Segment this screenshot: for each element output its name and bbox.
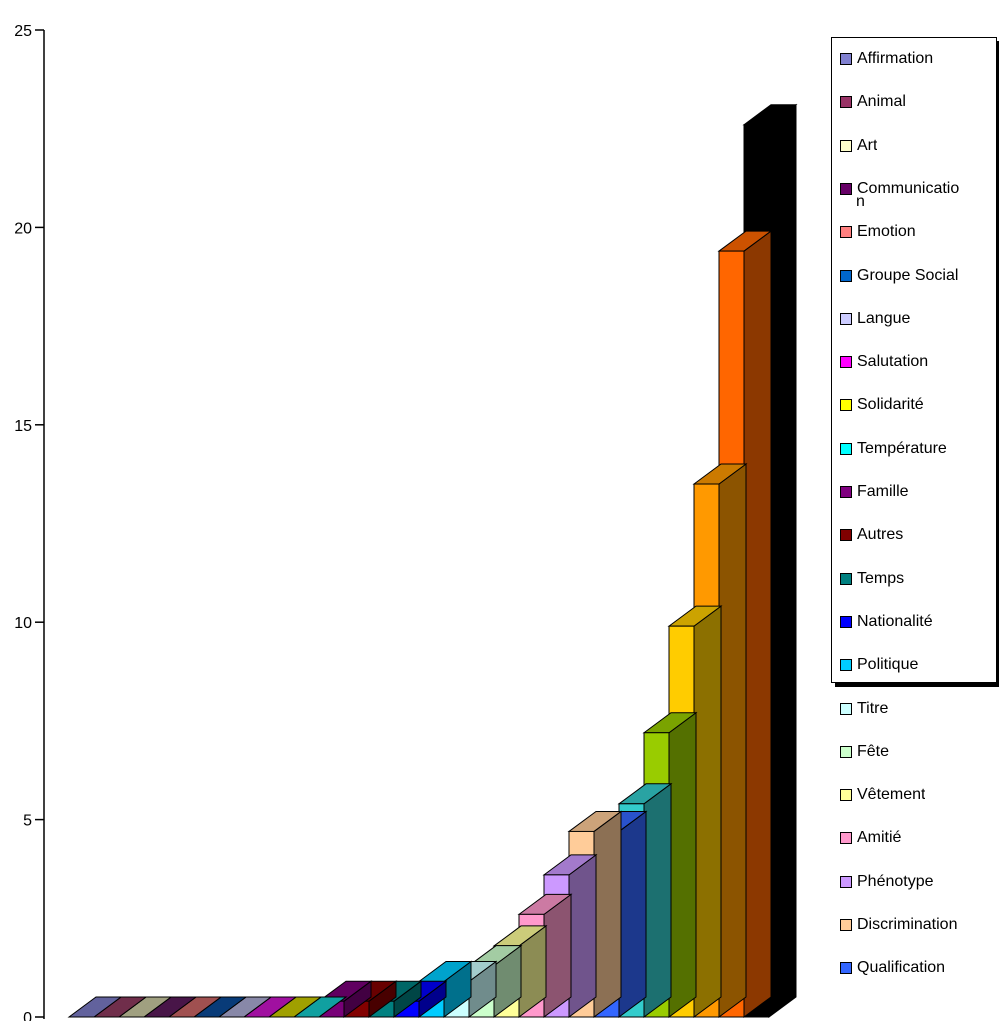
legend-item: Discrimination (840, 916, 998, 934)
legend-swatch (840, 53, 852, 65)
legend-swatch (840, 182, 852, 195)
y-tick-label: 5 (23, 813, 32, 830)
legend-swatch (840, 832, 852, 845)
bar-side (618, 810, 647, 1018)
legend-swatch (840, 226, 852, 239)
y-axis: 0 5 10 15 20 25 (14, 23, 45, 1021)
y-tick-label: 20 (14, 220, 32, 237)
bar-side (593, 810, 622, 1018)
legend-swatch (840, 399, 852, 412)
legend-item: Amitié (840, 829, 998, 847)
legend-swatch (840, 962, 852, 975)
legend-item: Temps (840, 570, 998, 588)
legend-swatch (840, 659, 852, 672)
legend-item: Température (840, 440, 998, 458)
legend-label: Famille (857, 483, 909, 500)
legend-label: Politique (857, 656, 919, 674)
legend-item: Vêtement (840, 786, 998, 804)
legend-label: Langue (857, 309, 911, 327)
legend-item: Groupe Social (840, 267, 998, 285)
bar-side (768, 103, 797, 1018)
legend-label: Solidarité (857, 396, 924, 414)
legend-label: Emotion (857, 223, 916, 241)
legend-label: Temps (857, 569, 905, 587)
legend-label: Salutation (857, 353, 929, 371)
bar-side (568, 853, 597, 1018)
legend-label: Groupe Social (857, 266, 959, 284)
legend-label: Nationalité (857, 612, 933, 630)
legend-label: Fête (857, 742, 890, 760)
legend-label: Température (857, 439, 947, 457)
legend-label: Amitié (857, 829, 902, 847)
legend-item: Salutation (840, 353, 998, 371)
legend-swatch (840, 745, 852, 758)
bars (67, 103, 798, 1018)
legend-item: Autres (840, 526, 998, 544)
bar-side (743, 230, 772, 1018)
legend-swatch (840, 702, 852, 715)
legend-item: Famille (840, 483, 998, 501)
legend-swatch (840, 356, 852, 369)
legend-swatch (840, 615, 852, 628)
bar (67, 996, 123, 1018)
legend-item: Emotion (840, 223, 998, 241)
legend-swatch (840, 875, 852, 888)
legend-swatch (840, 789, 852, 802)
legend-label: Affirmation (857, 50, 934, 67)
bar-side (543, 893, 572, 1018)
legend-item: Communicatio (840, 180, 998, 198)
legend-swatch (840, 529, 852, 542)
legend-label: Phénotype (857, 872, 934, 890)
legend-label: Communicatio (857, 179, 960, 197)
legend-item: Art (840, 137, 998, 155)
bar-side (693, 605, 722, 1018)
y-tick-label: 10 (14, 615, 32, 632)
legend-item: Qualification (840, 959, 998, 977)
legend-label: Titre (857, 699, 889, 717)
legend-item: Fête (840, 743, 998, 761)
legend: Affirmation Animal Art Communicatio n Emotion… (831, 37, 998, 976)
legend-label: Vêtement (857, 786, 926, 804)
y-tick-label: 15 (14, 418, 32, 435)
legend-item: Titre (840, 700, 998, 718)
legend-label: Discrimination (857, 916, 958, 933)
legend-label: Animal (857, 93, 906, 111)
legend-item: Phénotype (840, 873, 998, 891)
legend-label-wrap: n (856, 194, 865, 209)
legend-swatch (840, 442, 852, 455)
legend-swatch (840, 486, 852, 498)
legend-label: Autres (857, 526, 904, 544)
legend-swatch (840, 269, 852, 282)
bar-side (718, 463, 747, 1018)
legend-label: Qualification (857, 959, 946, 977)
y-tick-label: 0 (23, 1010, 32, 1021)
legend-swatch (840, 139, 852, 152)
legend-item: Langue (840, 310, 998, 328)
legend-swatch (840, 312, 852, 325)
legend-label: Art (857, 136, 878, 154)
bar-top (67, 996, 123, 1018)
legend-swatch (840, 96, 852, 109)
bar-side (643, 782, 672, 1018)
legend-item: Affirmation (840, 50, 998, 68)
legend-item: Animal (840, 93, 998, 111)
legend-item: Solidarité (840, 396, 998, 414)
y-tick-label: 25 (14, 23, 32, 40)
bar-side (668, 711, 697, 1018)
legend-item: Politique (840, 656, 998, 674)
legend-item: Nationalité (840, 613, 998, 631)
legend-swatch (840, 919, 852, 931)
legend-swatch (840, 572, 852, 585)
